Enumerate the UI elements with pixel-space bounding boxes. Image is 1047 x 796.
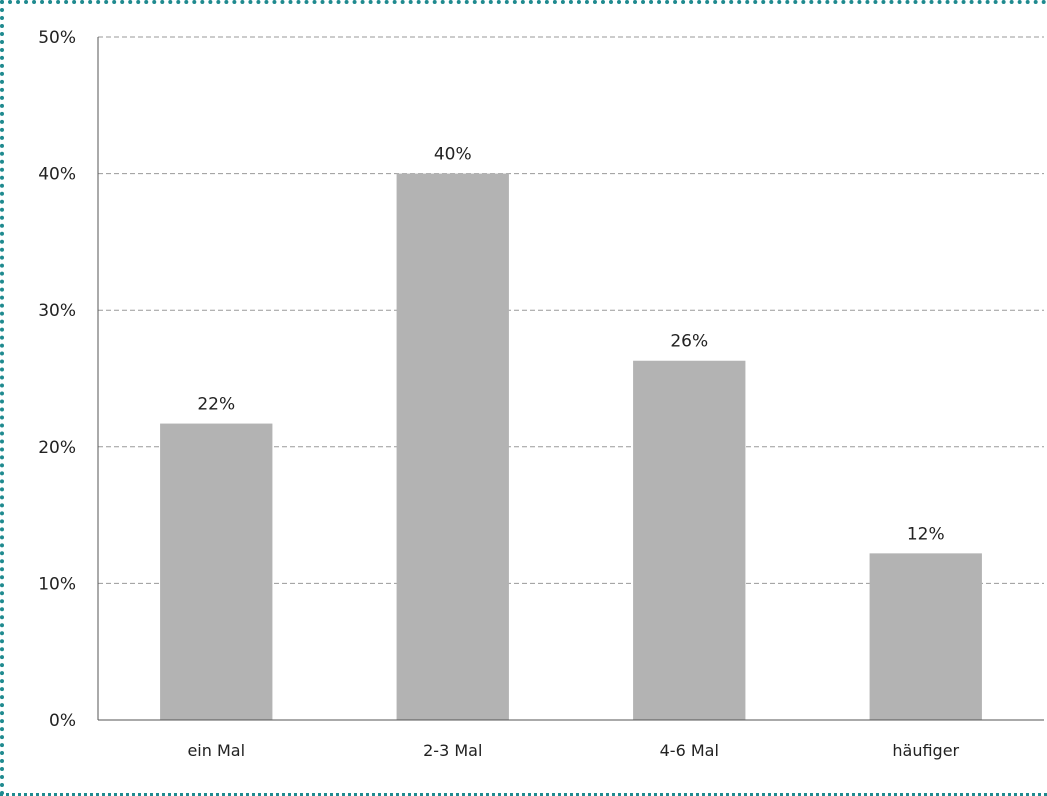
bar-chart: 0% 10% 20% 30% 40% 50% 22% ein Mal 40% 2-3 Mal 26%… — [38, 28, 1044, 760]
data-label: 40% — [434, 145, 472, 165]
x-category-label: ein Mal — [187, 741, 245, 760]
axes — [97, 37, 1044, 721]
y-tick-label: 0% — [49, 711, 76, 731]
labels: 0% 10% 20% 30% 40% 50% 22% ein Mal 40% 2-3 Mal 26%… — [38, 28, 959, 760]
x-category-label: häufiger — [892, 741, 959, 760]
data-label: 12% — [907, 524, 945, 544]
bar-1 — [160, 423, 273, 720]
bars — [160, 173, 982, 721]
y-tick-label: 20% — [38, 438, 76, 458]
y-tick-label: 50% — [38, 28, 76, 48]
data-label: 22% — [197, 395, 235, 415]
data-label: 26% — [670, 332, 708, 352]
x-category-label: 2-3 Mal — [423, 741, 482, 760]
x-category-label: 4-6 Mal — [660, 741, 719, 760]
bar-3 — [633, 360, 746, 720]
y-tick-label: 10% — [38, 574, 76, 594]
bar-4 — [869, 553, 982, 720]
y-tick-label: 40% — [38, 165, 76, 185]
bar-2 — [396, 173, 509, 721]
y-tick-label: 30% — [38, 301, 76, 321]
